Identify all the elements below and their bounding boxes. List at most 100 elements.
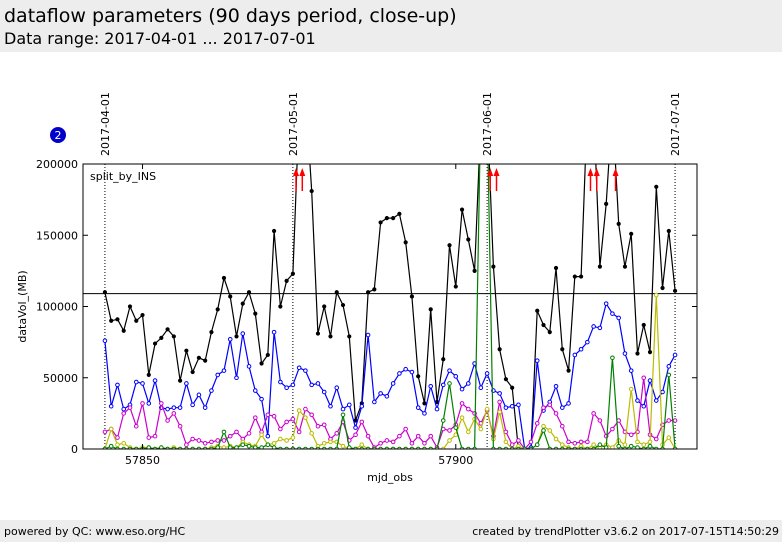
data-point — [309, 431, 314, 436]
data-point — [534, 421, 540, 426]
data-point — [390, 439, 396, 445]
data-point — [422, 411, 427, 416]
x-tick-label: 57850 — [125, 454, 160, 467]
offscale-arrow-head — [593, 168, 600, 176]
y-tick-label: 0 — [71, 443, 78, 456]
data-point — [641, 442, 647, 448]
data-point — [610, 311, 615, 316]
data-point — [133, 379, 139, 385]
data-point — [516, 402, 521, 408]
data-point — [290, 271, 295, 276]
badge-circle — [50, 127, 66, 143]
data-point — [497, 391, 502, 396]
data-point — [409, 294, 415, 299]
data-point — [227, 445, 233, 449]
data-point — [365, 332, 371, 338]
data-point — [321, 422, 327, 428]
data-point — [227, 433, 233, 439]
data-point — [196, 355, 202, 360]
data-point — [259, 361, 264, 366]
data-point — [566, 368, 571, 373]
data-point — [334, 385, 340, 391]
data-point — [221, 368, 227, 373]
data-point — [271, 329, 277, 335]
data-point — [572, 352, 578, 358]
data-point — [441, 357, 446, 362]
data-point — [572, 274, 577, 279]
data-point — [284, 419, 289, 425]
data-point — [484, 406, 490, 412]
data-point — [304, 91, 307, 94]
data-point — [234, 429, 239, 435]
data-point — [459, 207, 465, 212]
data-point — [203, 358, 208, 363]
data-point — [177, 423, 183, 429]
data-point — [428, 433, 434, 439]
data-point — [384, 216, 389, 221]
data-point — [372, 287, 377, 292]
data-point — [252, 415, 258, 420]
data-point — [152, 433, 158, 439]
data-point — [440, 382, 446, 388]
series-group — [102, 91, 678, 449]
data-point — [654, 184, 659, 189]
data-point — [453, 374, 459, 379]
data-point — [146, 435, 152, 440]
data-point — [140, 381, 145, 386]
data-point — [278, 304, 283, 309]
data-point — [102, 338, 108, 344]
data-point — [115, 435, 120, 440]
data-point — [478, 426, 484, 432]
data-point — [190, 402, 195, 408]
data-point — [453, 425, 459, 430]
footer-created-by: created by trendPlotter v3.6.2 on 2017-0… — [472, 525, 779, 538]
data-point — [165, 418, 170, 423]
data-point — [647, 350, 653, 355]
data-point — [265, 412, 271, 418]
data-point — [578, 346, 584, 352]
data-point — [215, 307, 220, 312]
data-point — [672, 288, 678, 293]
data-point — [635, 351, 640, 356]
data-point — [635, 439, 640, 445]
date-marker-label: 2017-04-01 — [99, 92, 112, 156]
data-point — [246, 364, 252, 369]
data-point — [591, 442, 596, 448]
data-point — [440, 418, 446, 423]
data-point — [102, 429, 108, 435]
y-tick-label: 150000 — [36, 229, 78, 242]
data-point — [303, 406, 308, 412]
data-point — [190, 436, 195, 442]
data-point — [271, 441, 277, 446]
data-point — [666, 364, 672, 369]
data-point — [459, 401, 465, 406]
data-point — [159, 401, 164, 406]
date-marker-label: 2017-06-01 — [481, 92, 494, 156]
data-point — [447, 381, 452, 386]
x-tick-label: 57900 — [438, 454, 473, 467]
data-point — [259, 396, 264, 402]
offscale-arrow-head — [299, 168, 306, 176]
data-point — [108, 426, 114, 432]
data-point — [497, 409, 502, 415]
data-point — [202, 405, 208, 410]
data-point — [296, 408, 302, 413]
data-point — [221, 275, 227, 281]
data-point — [559, 405, 565, 410]
data-point — [196, 438, 202, 443]
data-point — [340, 302, 346, 308]
data-point — [347, 334, 352, 339]
data-point — [353, 425, 358, 430]
data-point — [328, 403, 333, 409]
data-point — [321, 441, 327, 446]
data-point — [628, 443, 634, 449]
data-point — [159, 445, 164, 449]
data-point — [265, 352, 270, 358]
trend-chart: 2 2017-04-01 2017-05-01 2017-06-01 2017-07-… — [16, 91, 698, 484]
data-point — [647, 443, 653, 449]
data-point — [672, 418, 678, 423]
data-point — [309, 382, 314, 388]
data-point — [466, 406, 471, 412]
data-point — [184, 348, 189, 353]
data-point — [171, 405, 177, 410]
